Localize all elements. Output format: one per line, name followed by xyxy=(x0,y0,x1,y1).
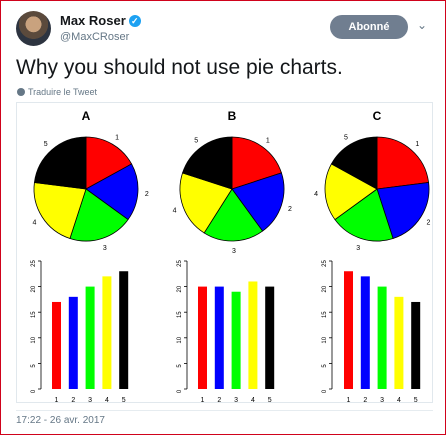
timestamp[interactable]: 17:22 - 26 avr. 2017 xyxy=(16,415,105,426)
bar-A-bar-5 xyxy=(119,271,129,389)
bar-C-bar-3 xyxy=(377,286,387,389)
chevron-down-icon[interactable]: ⌄ xyxy=(417,18,428,32)
pie-C-label-5: 5 xyxy=(344,134,348,141)
bar-C-xtick-2: 2 xyxy=(363,397,367,403)
bar-A-xtick-3: 3 xyxy=(88,397,92,403)
pie-C-slice-4 xyxy=(324,163,378,221)
bar-B-ytick-20: 20 xyxy=(177,285,183,292)
bar-C-bar-5 xyxy=(411,301,421,389)
pie-C-label-4: 4 xyxy=(314,191,318,198)
pie-C-label-1: 1 xyxy=(415,141,419,148)
author-name-text[interactable]: Max Roser xyxy=(60,13,126,28)
pie-A-slice-2 xyxy=(85,163,139,221)
bar-A-bar-4 xyxy=(102,276,112,389)
bar-C-bar-1 xyxy=(344,271,353,389)
pie-A-slice-1 xyxy=(85,136,133,190)
pie-B-label-4: 4 xyxy=(173,208,177,215)
pie-A-slice-3 xyxy=(69,188,129,242)
bar-A-xtick-5: 5 xyxy=(122,397,126,403)
bar-A-xtick-1: 1 xyxy=(55,397,59,403)
pie-B-slice-4 xyxy=(179,172,233,234)
bar-B-ytick-15: 15 xyxy=(177,311,183,318)
bar-A-ytick-0: 0 xyxy=(31,389,37,393)
pie-A-label-1: 1 xyxy=(115,134,119,141)
bar-B-bar-4 xyxy=(248,281,258,389)
bar-B-xtick-1: 1 xyxy=(201,397,205,403)
translate-link[interactable]: Traduire le Tweet xyxy=(17,87,97,97)
bar-A-ytick-15: 15 xyxy=(31,311,37,318)
bar-B-xtick-5: 5 xyxy=(268,397,272,403)
pie-B-slice-2 xyxy=(231,172,285,232)
pie-B-label-1: 1 xyxy=(266,138,270,145)
pie-B-slice-5 xyxy=(182,136,233,190)
panel-title-C: C xyxy=(373,109,382,123)
bar-C-xtick-1: 1 xyxy=(347,397,351,403)
bar-A-xtick-2: 2 xyxy=(71,397,75,403)
bar-C-ytick-0: 0 xyxy=(322,389,328,393)
divider xyxy=(16,410,433,411)
pie-C-label-2: 2 xyxy=(427,220,431,227)
bar-B-xtick-2: 2 xyxy=(217,397,221,403)
tweet-image[interactable]: A 1 2 3 4 5 B 1 2 3 4 5 C 1 2 3 4 5 0 5 10 15 20 25 1 2 3 4 5 0 5 10 15 2… xyxy=(16,102,433,403)
bar-B-ytick-0: 0 xyxy=(177,389,183,393)
panel-title-A: A xyxy=(82,109,91,123)
pie-C-slice-3 xyxy=(334,188,394,242)
bar-C-xtick-3: 3 xyxy=(380,397,384,403)
bar-C-ytick-15: 15 xyxy=(322,311,328,318)
pie-C-slice-5 xyxy=(330,136,378,190)
bar-B-xtick-3: 3 xyxy=(234,397,238,403)
verified-badge-icon: ✓ xyxy=(128,15,141,27)
bar-C-ytick-10: 10 xyxy=(322,336,328,343)
bar-C-ytick-20: 20 xyxy=(322,285,328,292)
pie-A-label-2: 2 xyxy=(145,191,149,198)
pie-B-label-3: 3 xyxy=(232,248,236,255)
bar-B-ytick-25: 25 xyxy=(177,260,183,267)
bar-A-bar-3 xyxy=(85,286,95,389)
bar-B-bar-2 xyxy=(214,286,224,389)
author-handle[interactable]: @MaxCRoser xyxy=(60,31,130,43)
panel-title-B: B xyxy=(228,109,237,123)
bar-B-bar-1 xyxy=(198,286,207,389)
bar-B-xtick-4: 4 xyxy=(251,397,255,403)
pie-C-label-3: 3 xyxy=(356,245,360,252)
pie-C-slice-2 xyxy=(376,182,430,239)
bar-C-bar-4 xyxy=(394,296,404,389)
pie-A-slice-4 xyxy=(33,182,87,239)
tweet-text: Why you should not use pie charts. xyxy=(16,56,343,79)
bar-C-bar-2 xyxy=(360,276,370,389)
bar-B-ytick-10: 10 xyxy=(177,336,183,343)
bar-A-xtick-4: 4 xyxy=(105,397,109,403)
translate-label[interactable]: Traduire le Tweet xyxy=(28,87,98,97)
follow-button[interactable]: Abonné xyxy=(330,15,408,39)
pie-B-slice-3 xyxy=(203,188,264,242)
pie-A-label-3: 3 xyxy=(103,245,107,252)
bar-C-ytick-5: 5 xyxy=(322,364,328,368)
bar-A-ytick-10: 10 xyxy=(31,336,37,343)
bar-A-ytick-5: 5 xyxy=(31,364,37,368)
pie-A-label-4: 4 xyxy=(33,220,37,227)
bar-A-bar-2 xyxy=(68,296,78,389)
pie-C-slice-1 xyxy=(376,136,430,190)
pie-A-label-5: 5 xyxy=(44,141,48,148)
pie-B-label-5: 5 xyxy=(194,138,198,145)
bar-A-ytick-25: 25 xyxy=(31,260,37,267)
pie-A-slice-5 xyxy=(33,136,87,190)
bar-B-bar-5 xyxy=(265,286,275,389)
pie-B-slice-1 xyxy=(231,136,282,190)
author-name[interactable]: Max Roser ✓ xyxy=(60,13,141,28)
bar-B-ytick-5: 5 xyxy=(177,364,183,368)
bar-A-ytick-20: 20 xyxy=(31,285,37,292)
avatar[interactable] xyxy=(16,11,51,46)
bar-A-bar-1 xyxy=(52,301,61,389)
bar-C-ytick-25: 25 xyxy=(322,260,328,267)
bar-C-xtick-5: 5 xyxy=(414,397,418,403)
globe-icon xyxy=(17,88,25,96)
bar-B-bar-3 xyxy=(231,291,241,389)
pie-B-label-2: 2 xyxy=(288,206,292,213)
bar-C-xtick-4: 4 xyxy=(397,397,401,403)
